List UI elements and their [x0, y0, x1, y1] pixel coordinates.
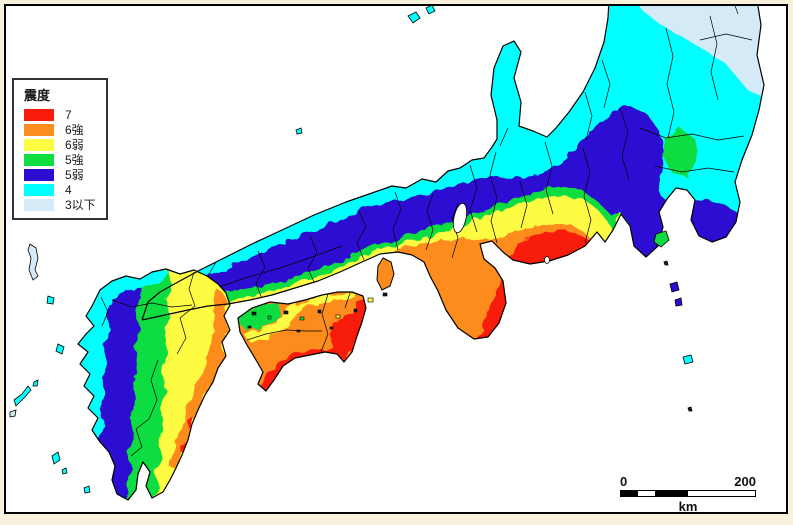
oki-island-2 — [425, 6, 436, 15]
scale-segment-2 — [637, 491, 655, 496]
shikoku-east-red-blob — [330, 314, 360, 354]
izu-island-kozushima — [674, 297, 683, 307]
prefecture-borders-shikoku — [246, 292, 351, 353]
osaka-orange-patch — [393, 246, 418, 270]
map-canvas — [9, 6, 765, 501]
izu-island-niijima — [669, 281, 680, 293]
prefecture-borders-kyushu — [100, 271, 196, 457]
legend-swatch-7 — [24, 198, 54, 211]
legend-swatch-5 — [24, 168, 54, 181]
legend-label-2: 6強 — [65, 123, 84, 137]
legend-label-7: 3以下 — [65, 198, 96, 212]
kyushu-coastline — [77, 268, 231, 501]
japan-sea-islet — [295, 127, 303, 135]
scale-segment-3 — [654, 491, 688, 496]
scale-bar: 0 200 km — [620, 474, 756, 514]
izu-islet-2 — [687, 406, 693, 412]
intensity-band-7 — [400, 231, 764, 339]
scale-segment-1 — [621, 491, 638, 496]
kanto-green-patch — [663, 128, 698, 178]
shikoku-region — [238, 292, 366, 391]
goto-islands — [13, 385, 32, 407]
legend-swatch-1 — [24, 108, 54, 121]
tsushima-island — [27, 243, 39, 281]
izu-islet-1 — [663, 260, 669, 266]
koshiki-islands — [51, 451, 61, 465]
legend-swatch-2 — [24, 123, 54, 136]
shikoku-nw-green — [238, 302, 282, 330]
intensity-band-3below — [638, 6, 764, 130]
koshiki-islet — [61, 467, 68, 475]
legend-items: 7 6強 6弱 5強 5弱 4 3以下 — [24, 107, 102, 212]
legend-item-2: 6強 — [24, 122, 102, 137]
scale-unit-label: km — [678, 499, 698, 514]
legend-label-3: 6弱 — [65, 138, 84, 152]
legend-label-6: 4 — [65, 182, 72, 197]
legend: 震度 7 6強 6弱 5強 5弱 4 3以下 — [12, 78, 108, 220]
legend-swatch-6 — [24, 183, 54, 196]
legend-swatch-4 — [24, 153, 54, 166]
shikoku-coastline — [237, 291, 367, 392]
legend-item-5: 5弱 — [24, 167, 102, 182]
goto-islet-1 — [9, 409, 17, 418]
scale-start-label: 0 — [620, 474, 628, 489]
hirado-island — [55, 343, 65, 355]
shikoku-north-coast-yellow — [300, 293, 356, 304]
awaji-island — [376, 257, 395, 291]
izu-oshima-island — [653, 230, 670, 248]
kyushu-east-coast-orange — [168, 288, 229, 469]
map-frame — [4, 4, 788, 514]
legend-label-1: 7 — [65, 107, 72, 122]
lake-biwa — [452, 202, 468, 234]
shikoku-nw-yellow — [244, 301, 306, 342]
legend-swatch-3 — [24, 138, 54, 151]
offshore-islands — [9, 6, 694, 494]
legend-item-1: 7 — [24, 107, 102, 122]
legend-item-6: 4 — [24, 182, 102, 197]
legend-item-3: 6弱 — [24, 137, 102, 152]
southwest-islet — [83, 485, 91, 494]
honshu-coastline — [141, 6, 765, 340]
kyushu-west-cyan-band — [78, 278, 112, 452]
seto-inland-sea-islands — [247, 292, 388, 333]
iki-island — [46, 295, 55, 305]
legend-label-5: 5弱 — [65, 168, 84, 182]
kyushu-region — [78, 269, 230, 500]
legend-title: 震度 — [24, 88, 51, 103]
scale-end-label: 200 — [734, 474, 756, 489]
scale-bar-graphic — [620, 490, 756, 497]
legend-label-4: 5強 — [65, 153, 84, 167]
oki-island-1 — [407, 11, 421, 24]
izu-island-miyakejima — [682, 354, 694, 365]
legend-item-4: 5強 — [24, 152, 102, 167]
goto-islet-2 — [32, 379, 39, 387]
scale-segment-4 — [688, 491, 755, 496]
legend-item-7: 3以下 — [24, 197, 102, 212]
scale-bar-labels: 0 200 — [620, 474, 756, 490]
lake-hamana — [544, 256, 550, 264]
